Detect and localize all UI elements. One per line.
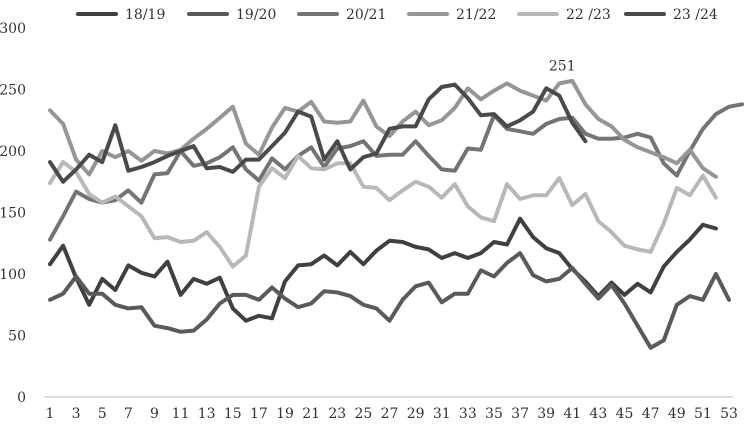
- x-tick-label: 49: [668, 406, 686, 422]
- x-tick-label: 35: [485, 406, 503, 422]
- data-label: 251: [549, 58, 576, 74]
- legend-label: 20/21: [346, 7, 386, 23]
- x-tick-label: 23: [328, 406, 346, 422]
- series-line-6: [48, 82, 588, 184]
- x-tick-label: 1: [46, 406, 55, 422]
- series-line-3: [48, 102, 745, 242]
- y-tick-label: 0: [17, 390, 26, 406]
- series-lines: [48, 78, 745, 350]
- x-tick-label: 41: [563, 406, 581, 422]
- series-line-4: [48, 78, 718, 179]
- x-tick-label: 11: [172, 406, 190, 422]
- chart-annotations: 251: [549, 58, 576, 74]
- x-tick-label: 9: [150, 406, 159, 422]
- x-tick-label: 25: [354, 406, 372, 422]
- legend-label: 18/19: [125, 7, 165, 23]
- x-tick-label: 27: [381, 406, 399, 422]
- y-tick-label: 50: [8, 329, 26, 345]
- x-tick-label: 19: [276, 406, 294, 422]
- legend-label: 21/22: [456, 7, 496, 23]
- series-line-2: [48, 251, 731, 350]
- y-tick-label: 250: [0, 83, 26, 99]
- series-line-5: [48, 153, 718, 269]
- x-tick-label: 43: [590, 406, 608, 422]
- x-tick-label: 7: [124, 406, 133, 422]
- legend-label: 19/20: [236, 7, 276, 23]
- x-tick-labels: 1 3 5 7 9 11 13 15 17 19 21 23 25 27 29 31 33 35 37 39 41 43 4…: [46, 406, 738, 422]
- y-tick-labels: 0 50 100 150 200 250 300: [0, 21, 26, 406]
- legend-label: 22 /23: [566, 7, 611, 23]
- x-tick-label: 53: [720, 406, 738, 422]
- x-tick-label: 51: [694, 406, 712, 422]
- y-tick-label: 200: [0, 144, 26, 160]
- x-tick-label: 13: [198, 406, 216, 422]
- y-tick-label: 100: [0, 267, 26, 283]
- x-tick-label: 47: [642, 406, 660, 422]
- x-tick-label: 17: [250, 406, 268, 422]
- legend-label: 23 /24: [673, 7, 718, 23]
- x-tick-label: 15: [224, 406, 242, 422]
- x-tick-label: 5: [98, 406, 107, 422]
- x-tick-label: 37: [511, 406, 529, 422]
- x-tick-label: 21: [302, 406, 320, 422]
- x-tick-label: 29: [407, 406, 425, 422]
- y-tick-label: 150: [0, 206, 26, 222]
- x-tick-label: 31: [433, 406, 451, 422]
- x-tick-label: 45: [616, 406, 634, 422]
- y-tick-label: 300: [0, 21, 26, 37]
- x-tick-label: 33: [459, 406, 477, 422]
- chart-legend: 18/19 19/20 20/21 21/22 22 /23 23 /24: [76, 7, 718, 23]
- x-tick-label: 3: [72, 406, 81, 422]
- x-tick-label: 39: [537, 406, 555, 422]
